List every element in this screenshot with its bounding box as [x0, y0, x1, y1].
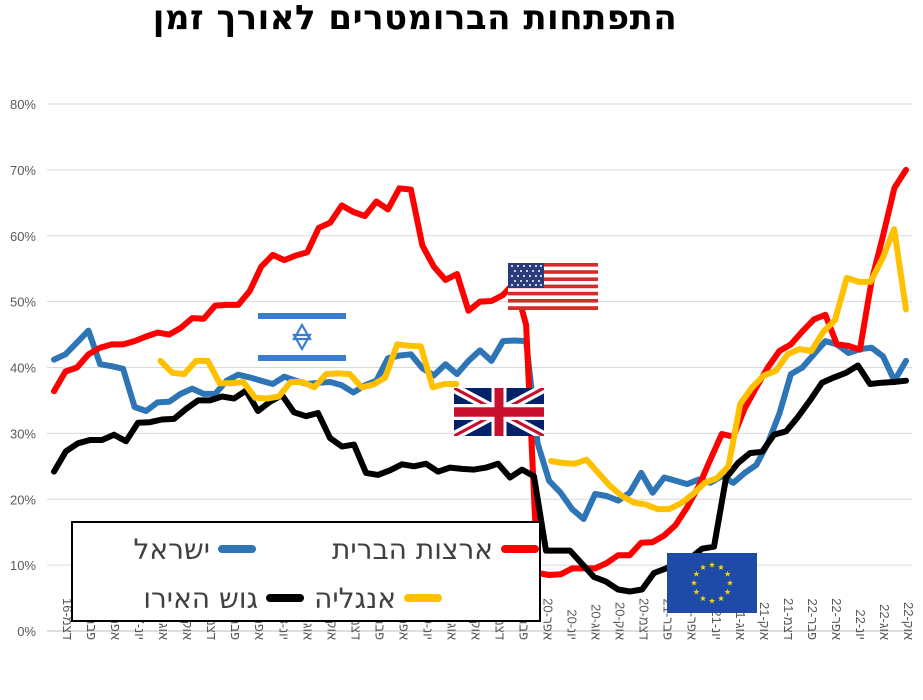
x-tick-label: אוג-21	[733, 604, 748, 640]
eu-star-icon	[724, 570, 731, 577]
eu-star-icon	[693, 588, 700, 595]
x-tick-label: אוג-22	[877, 604, 892, 640]
y-tick-label: 60%	[10, 229, 36, 244]
eu-star-icon	[708, 597, 716, 604]
x-tick-label: אפר-22	[829, 598, 844, 640]
y-tick-label: 80%	[10, 97, 36, 112]
y-tick-label: 40%	[10, 361, 36, 376]
y-tick-label: 10%	[10, 558, 36, 573]
y-tick-label: 70%	[10, 163, 36, 178]
eu-star-icon	[717, 564, 725, 570]
x-tick-label: אוק-22	[901, 602, 916, 640]
eu-flag-icon	[667, 553, 757, 613]
legend-swatch-uk	[404, 594, 442, 602]
eu-star-icon	[699, 564, 707, 570]
legend-swatch-eurozone	[266, 594, 304, 602]
eu-star-icon	[717, 595, 725, 602]
legend: ישראל ארצות הברית גוש האירו אנגליה	[71, 521, 541, 622]
legend-label-usa: ארצות הברית	[331, 532, 493, 566]
y-tick-label: 0%	[17, 624, 36, 639]
usa-flag-icon	[508, 263, 598, 310]
y-axis-ticks: 0% 10% 20% 30% 40% 50% 60% 70% 80%	[10, 97, 36, 639]
legend-label-israel: ישראל	[133, 532, 210, 566]
eu-star-icon	[690, 579, 698, 586]
y-tick-label: 30%	[10, 426, 36, 441]
legend-swatch-usa	[501, 545, 539, 553]
x-tick-label: אוק-21	[757, 602, 772, 640]
x-tick-label: יונ-20	[565, 609, 580, 640]
legend-item-usa: ארצות הברית	[332, 529, 539, 569]
legend-swatch-israel	[218, 545, 256, 553]
eu-star-icon	[699, 595, 707, 602]
x-tick-label: יונ-22	[853, 609, 868, 640]
eu-star-icon	[724, 588, 731, 595]
series-line-uk	[157, 226, 909, 513]
x-tick-label: פבר-22	[805, 599, 820, 641]
series-line-eurozone	[51, 362, 909, 595]
legend-label-uk: אנגליה	[314, 581, 396, 615]
y-tick-label: 50%	[10, 295, 36, 310]
y-tick-label: 20%	[10, 492, 36, 507]
legend-item-eurozone: גוש האירו	[143, 578, 304, 618]
x-tick-label: דצמ-21	[781, 598, 796, 640]
series-lines	[51, 166, 909, 595]
x-tick-label: יונ-21	[709, 609, 724, 640]
chart-title: התפתחות הברומטרים לאורך זמן	[152, 0, 678, 38]
x-tick-label: אפר-20	[541, 598, 556, 640]
x-tick-label: אוג-20	[589, 604, 604, 640]
legend-item-israel: ישראל	[133, 529, 256, 569]
legend-label-eurozone: גוש האירו	[143, 581, 258, 615]
uk-flag-icon	[454, 388, 544, 436]
eu-star-icon	[693, 570, 700, 577]
legend-item-uk: אנגליה	[314, 578, 442, 618]
eu-star-icon	[708, 561, 716, 568]
x-tick-label: אוק-20	[613, 602, 628, 640]
israel-flag-icon	[258, 308, 346, 366]
x-tick-label: דצמ-20	[637, 598, 652, 640]
eu-star-icon	[726, 579, 734, 586]
